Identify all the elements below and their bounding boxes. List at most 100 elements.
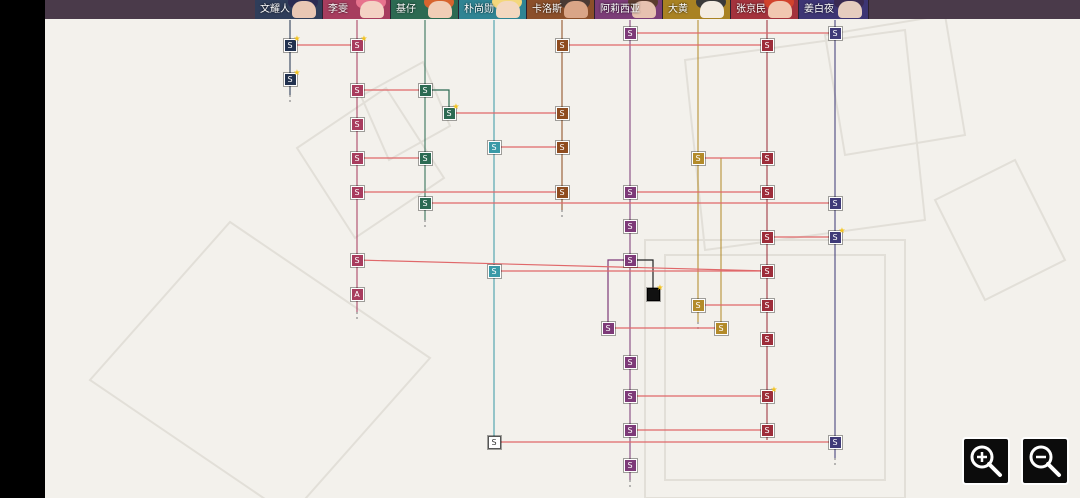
node-rank-label: S [446,108,452,118]
connector-line [425,89,450,113]
portrait-icon [496,1,520,18]
relationship-node[interactable]: S [487,140,501,154]
tab-character-4[interactable]: 卡洛斯 [527,0,595,19]
relationship-node[interactable]: S ★ [442,102,460,120]
tab-character-3[interactable]: 朴尚勋 [459,0,527,19]
relationship-node[interactable]: S [691,298,705,312]
relationship-node[interactable]: S [760,38,774,52]
node-rank-label: S [354,153,360,163]
tab-label: 朴尚勋 [464,4,494,15]
node-rank-label: S [627,391,633,401]
relationship-node[interactable]: S [418,196,432,210]
relationship-node[interactable]: S [350,185,364,199]
relationship-node[interactable]: S [555,106,569,120]
relationship-node[interactable]: S [828,26,842,40]
relationship-node[interactable]: S [623,219,637,233]
relationship-link [356,259,768,272]
relationship-node[interactable]: S [350,117,364,131]
relationship-node[interactable]: S ★ [283,34,301,52]
zoom-out-button[interactable] [1021,437,1069,485]
node-rank-label: S [627,357,633,367]
relationship-node[interactable]: S [555,185,569,199]
tab-label: 基仔 [396,4,416,15]
relationship-node[interactable]: S [350,253,364,267]
relationship-node[interactable]: S [623,458,637,472]
connector-line [630,259,654,294]
star-icon: ★ [293,67,301,77]
relationship-node[interactable]: A [350,287,364,301]
node-rank-label: S [422,153,428,163]
node-rank-label: S [559,142,565,152]
node-rank-label: S [627,425,633,435]
tab-label: 姜白夜 [804,4,834,15]
tab-character-0[interactable]: 文耀人 [255,0,323,19]
node-rank-label: S [287,40,293,50]
relationship-node[interactable]: S [350,151,364,165]
relationship-node[interactable]: S [623,355,637,369]
tab-character-8[interactable]: 姜白夜 [799,0,869,19]
relationship-graph-canvas[interactable]: S ★ S ★ S ★ S S S S S A S S ★ S S S S S S S S S S S S S S S S S S ★ S S S S S S… [45,0,1080,498]
relationship-node[interactable]: S [760,332,774,346]
node-rank-label: S [764,40,770,50]
relationship-node[interactable]: S [623,185,637,199]
star-icon: ★ [293,33,301,43]
relationship-node[interactable]: S [601,321,615,335]
relationship-node[interactable]: S [760,185,774,199]
relationship-node[interactable]: S ★ [828,226,846,244]
star-icon: ★ [452,101,460,111]
relationship-node[interactable]: S [623,26,637,40]
portrait-icon [564,1,588,18]
relationship-node[interactable]: S [623,389,637,403]
node-rank-label: S [718,323,724,333]
portrait-icon [292,1,316,18]
relationship-node[interactable]: S [555,140,569,154]
relationship-node[interactable]: S [623,423,637,437]
zoom-in-button[interactable] [962,437,1010,485]
node-rank-label: S [627,28,633,38]
relationship-node[interactable]: S [760,298,774,312]
star-icon: ★ [360,33,368,43]
relationship-node[interactable]: S [828,196,842,210]
tab-character-7[interactable]: 张京民 [731,0,799,19]
relationship-node[interactable]: S ★ [283,68,301,86]
relationship-node[interactable]: S ★ [350,34,368,52]
relationship-node[interactable]: S [714,321,728,335]
relationship-node[interactable]: S [760,151,774,165]
tab-character-1[interactable]: 李雯 [323,0,391,19]
relationship-node[interactable]: S [760,423,774,437]
character-tab-bar: 文耀人 李雯 基仔 朴尚勋 卡洛斯 阿莉西亚 大黄 张京民 姜白夜 [45,0,1080,19]
portrait-icon [700,1,724,18]
node-rank-label: S [627,460,633,470]
relationship-node[interactable]: S [623,253,637,267]
relationship-node[interactable]: S [760,230,774,244]
tab-character-6[interactable]: 大黄 [663,0,731,19]
relationship-node[interactable]: ★ [646,283,664,301]
background-decoration [88,13,1067,498]
relationship-node[interactable]: S ★ [760,385,778,403]
portrait-icon [360,1,384,18]
zoom-in-icon [970,445,1002,477]
tab-label: 卡洛斯 [532,4,562,15]
node-rank-label: S [491,437,497,447]
node-rank-label: S [627,187,633,197]
node-rank-label: S [559,108,565,118]
star-icon: ★ [770,384,778,394]
relationship-node[interactable]: S [487,435,501,449]
relationship-node[interactable]: S [350,83,364,97]
tab-character-2[interactable]: 基仔 [391,0,459,19]
relationship-node[interactable]: S [555,38,569,52]
node-rank-label: S [287,74,293,84]
node-rank-label: S [832,437,838,447]
relationship-node[interactable]: S [691,151,705,165]
node-rank-label: S [764,391,770,401]
relationship-node[interactable]: S [760,264,774,278]
relationship-node[interactable]: S [418,83,432,97]
tab-character-5[interactable]: 阿莉西亚 [595,0,663,19]
relationship-node[interactable]: S [828,435,842,449]
relationship-node[interactable]: S [487,264,501,278]
relationship-node[interactable]: S [418,151,432,165]
tab-label: 张京民 [736,4,766,15]
node-rank-label: S [354,85,360,95]
node-rank-label: S [764,266,770,276]
node-rank-label: S [764,232,770,242]
